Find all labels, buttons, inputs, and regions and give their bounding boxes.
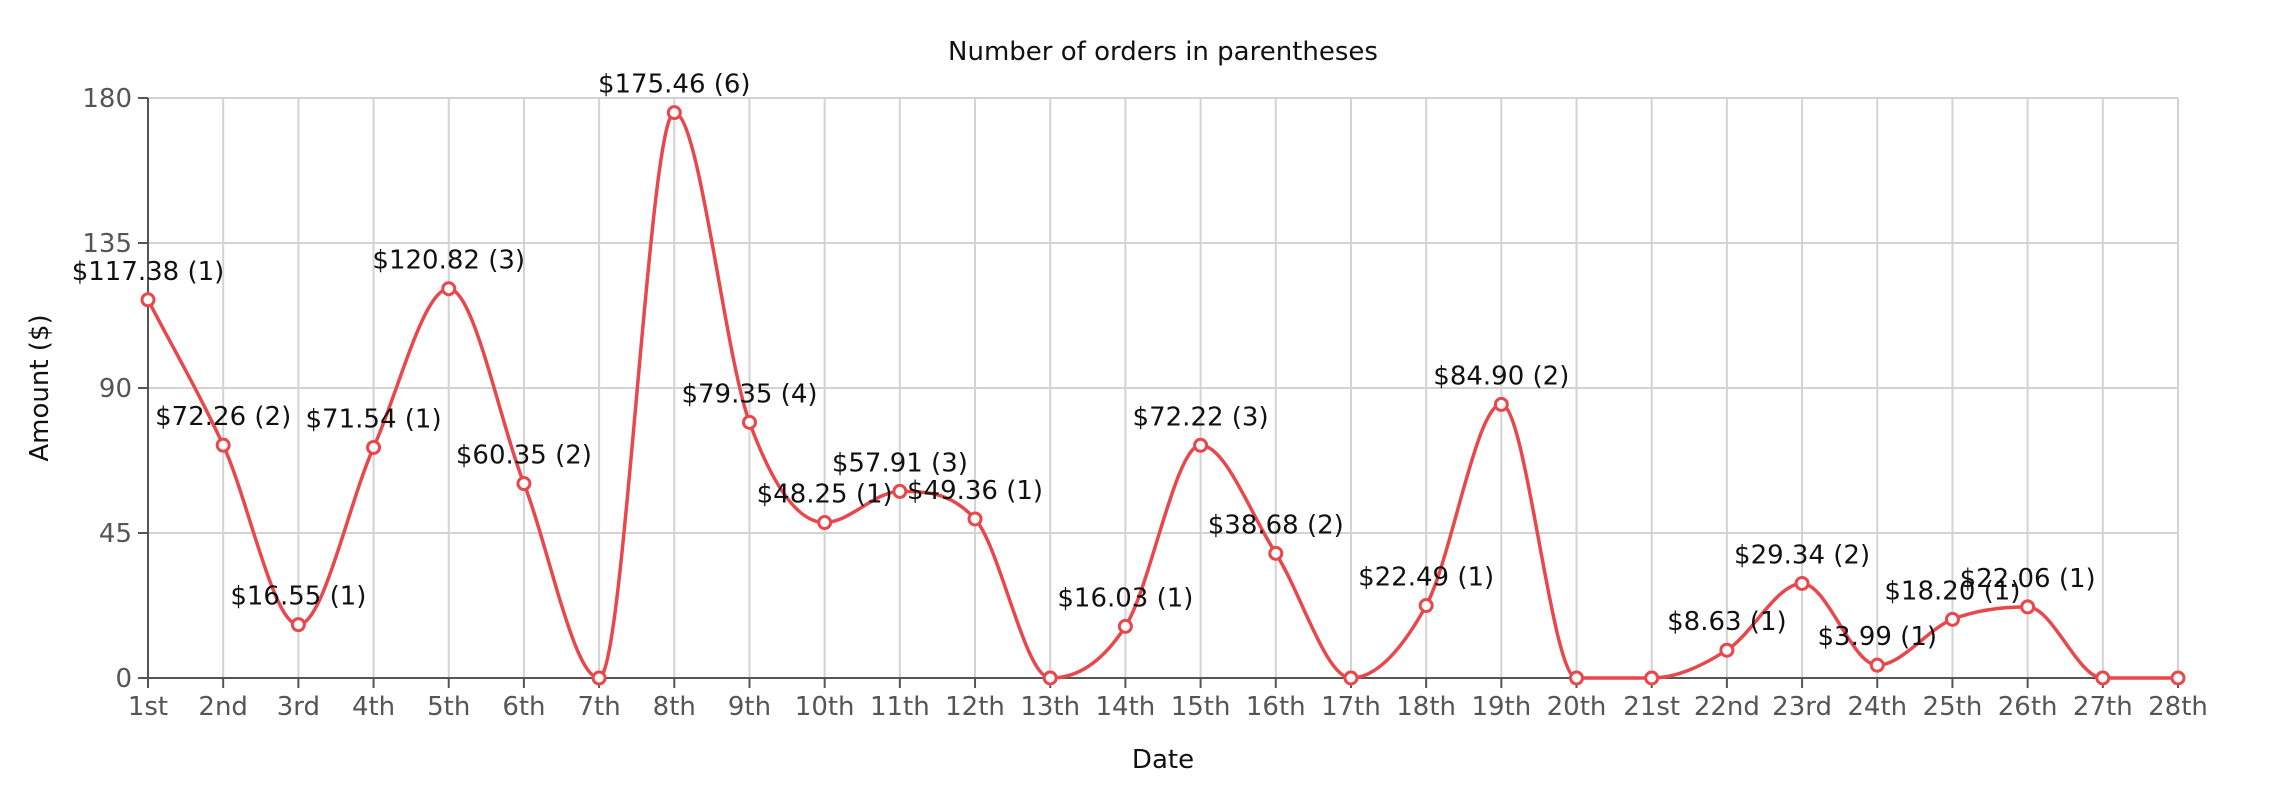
data-point-23rd xyxy=(1794,575,1810,591)
series-line xyxy=(146,110,2178,680)
x-axis-title: Date xyxy=(1132,745,1194,775)
x-tick-label-1st: 1st xyxy=(128,692,168,722)
data-label-8th: $175.46 (6) xyxy=(598,70,751,100)
y-axis-title: Amount ($) xyxy=(25,314,55,461)
data-label-19th: $84.90 (2) xyxy=(1433,361,1569,391)
data-point-12th xyxy=(967,511,983,527)
x-tick-label-26th: 26th xyxy=(1998,692,2058,722)
data-label-3rd: $16.55 (1) xyxy=(230,582,366,612)
data-label-4th: $71.54 (1) xyxy=(306,404,442,434)
x-tick-label-11th: 11th xyxy=(870,692,930,722)
x-tick-label-8th: 8th xyxy=(653,692,696,722)
data-point-15th xyxy=(1193,437,1209,453)
x-tick-label-23rd: 23rd xyxy=(1772,692,1832,722)
data-point-16th xyxy=(1268,545,1284,561)
data-label-15th: $72.22 (3) xyxy=(1133,402,1269,432)
data-point-5th xyxy=(441,281,457,297)
data-label-26th: $22.06 (1) xyxy=(1960,564,2096,594)
x-tick-label-10th: 10th xyxy=(795,692,855,722)
x-tick-label-5th: 5th xyxy=(427,692,470,722)
y-tick-label-135: 135 xyxy=(82,229,132,259)
data-label-10th: $48.25 (1) xyxy=(757,480,893,510)
data-label-2nd: $72.26 (2) xyxy=(155,402,291,432)
data-label-24th: $3.99 (1) xyxy=(1817,622,1937,652)
x-tick-label-27th: 27th xyxy=(2073,692,2133,722)
data-point-24th xyxy=(1869,657,1885,673)
data-label-16th: $38.68 (2) xyxy=(1208,510,1344,540)
x-tick-label-9th: 9th xyxy=(728,692,771,722)
data-label-12th: $49.36 (1) xyxy=(907,476,1043,506)
y-tick-label-180: 180 xyxy=(82,84,132,114)
x-tick-label-17th: 17th xyxy=(1321,692,1381,722)
data-point-3rd xyxy=(290,617,306,633)
data-point-28th xyxy=(2170,670,2186,686)
x-tick-label-14th: 14th xyxy=(1096,692,1156,722)
data-point-13th xyxy=(1042,670,1058,686)
data-label-11th: $57.91 (3) xyxy=(832,448,968,478)
data-point-20th xyxy=(1569,670,1585,686)
x-tick-label-6th: 6th xyxy=(502,692,545,722)
x-tick-label-12th: 12th xyxy=(945,692,1005,722)
data-point-9th xyxy=(741,414,757,430)
data-label-23rd: $29.34 (2) xyxy=(1734,540,1870,570)
x-tick-label-21st: 21st xyxy=(1623,692,1680,722)
x-tick-label-2nd: 2nd xyxy=(198,692,248,722)
data-label-5th: $120.82 (3) xyxy=(372,246,525,276)
data-point-2nd xyxy=(215,437,231,453)
x-tick-label-3rd: 3rd xyxy=(277,692,320,722)
chart-title: Number of orders in parentheses xyxy=(948,37,1378,67)
y-tick-label-0: 0 xyxy=(115,664,132,694)
data-point-17th xyxy=(1343,670,1359,686)
x-tick-label-16th: 16th xyxy=(1246,692,1306,722)
data-label-25th: $18.20 (1) xyxy=(1884,576,2020,606)
data-point-19th xyxy=(1493,396,1509,412)
data-point-6th xyxy=(516,476,532,492)
x-tick-label-25th: 25th xyxy=(1923,692,1983,722)
data-point-1st xyxy=(140,292,156,308)
data-label-6th: $60.35 (2) xyxy=(456,441,592,471)
data-label-9th: $79.35 (4) xyxy=(681,379,817,409)
data-point-11th xyxy=(892,483,908,499)
data-point-10th xyxy=(817,515,833,531)
data-point-21st xyxy=(1644,670,1660,686)
x-tick-label-20th: 20th xyxy=(1547,692,1607,722)
x-tick-label-4th: 4th xyxy=(352,692,395,722)
data-points xyxy=(140,105,2186,686)
tick-labels: 0 45 90 135 180 1st 2nd 3rd 4th 5th 6th 7th 8th 9th 10… xyxy=(82,84,2208,722)
x-tick-label-13th: 13th xyxy=(1020,692,1080,722)
data-point-4th xyxy=(366,439,382,455)
x-tick-label-24th: 24th xyxy=(1847,692,1907,722)
y-tick-label-90: 90 xyxy=(99,374,132,404)
data-label-14th: $16.03 (1) xyxy=(1057,583,1193,613)
x-tick-label-19th: 19th xyxy=(1471,692,1531,722)
data-labels: $117.38 (1) $72.26 (2) $16.55 (1) $71.54 (1… xyxy=(72,70,2096,653)
data-point-18th xyxy=(1418,598,1434,614)
x-tick-label-15th: 15th xyxy=(1171,692,1231,722)
x-tick-label-7th: 7th xyxy=(578,692,621,722)
data-label-1st: $117.38 (1) xyxy=(72,257,225,287)
x-tick-label-18th: 18th xyxy=(1396,692,1456,722)
x-tick-label-22nd: 22nd xyxy=(1694,692,1760,722)
data-label-18th: $22.49 (1) xyxy=(1358,563,1494,593)
data-point-14th xyxy=(1117,618,1133,634)
data-label-22nd: $8.63 (1) xyxy=(1667,607,1787,637)
data-point-26th xyxy=(2020,599,2036,615)
data-point-27th xyxy=(2095,670,2111,686)
data-point-8th xyxy=(666,105,682,121)
data-point-7th xyxy=(591,670,607,686)
data-point-25th xyxy=(1944,611,1960,627)
data-point-22nd xyxy=(1719,642,1735,658)
y-tick-label-45: 45 xyxy=(99,519,132,549)
x-tick-label-28th: 28th xyxy=(2148,692,2208,722)
